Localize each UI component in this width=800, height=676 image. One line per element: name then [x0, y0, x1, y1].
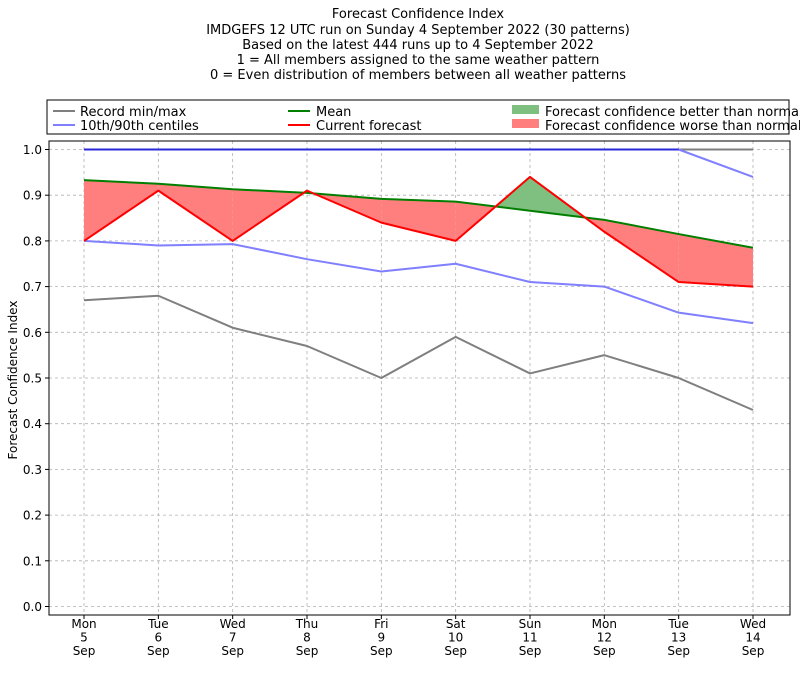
x-tick-label: 14: [745, 631, 760, 645]
x-tick-label: Mon: [592, 617, 617, 631]
x-tick-label: 7: [229, 631, 237, 645]
fill-worse-than-normal: [84, 180, 159, 241]
legend-item-centiles: 10th/90th centiles: [53, 119, 199, 134]
legend-better-swatch: [512, 105, 539, 114]
x-tick-label: Sat: [446, 617, 466, 631]
fill-worse-than-normal: [678, 234, 753, 287]
x-tick-label: 8: [303, 631, 311, 645]
legend-mean-label: Mean: [316, 105, 351, 120]
title-line-2: IMDGEFS 12 UTC run on Sunday 4 September…: [206, 23, 630, 38]
y-tick-label: 0.9: [23, 189, 42, 203]
legend-frame: [46, 99, 790, 135]
legend-item-worse: Forecast confidence worse than normal: [512, 119, 800, 134]
fill-worse-than-normal: [381, 198, 456, 241]
x-tick-label: Sep: [147, 644, 170, 658]
legend-item-mean: Mean: [288, 105, 351, 120]
y-tick-label: 0.1: [23, 554, 42, 568]
legend-item-record-minmax: Record min/max: [53, 105, 187, 120]
y-tick-label: 0.7: [23, 280, 42, 294]
x-tick-label: Sep: [73, 644, 96, 658]
series-lines: [83, 148, 754, 411]
x-tick-label: Tue: [147, 617, 169, 631]
x-tick-label: 9: [378, 631, 386, 645]
x-tick-label: Sep: [593, 644, 616, 658]
fill-worse-than-normal: [604, 219, 679, 283]
x-tick-label: Sep: [667, 644, 690, 658]
legend-item-current: Current forecast: [288, 119, 422, 134]
x-tick-label: Sun: [519, 617, 542, 631]
title-line-5: 0 = Even distribution of members between…: [210, 68, 626, 83]
series-line-current-forecast: [83, 175, 754, 288]
x-tick-label: 13: [671, 631, 686, 645]
x-tick-label: 12: [597, 631, 612, 645]
series-line-90th-centile: [84, 148, 754, 178]
chart-title: Forecast Confidence Index IMDGEFS 12 UTC…: [206, 7, 630, 83]
y-tick-label: 0.3: [23, 463, 42, 477]
y-tick-label: 0.0: [23, 600, 42, 614]
x-tick-label: 5: [80, 631, 88, 645]
y-tick-label: 0.6: [23, 326, 42, 340]
x-axis-ticks: Mon5SepTue6SepWed7SepThu8SepFri9SepSat10…: [71, 615, 766, 658]
x-tick-label: 11: [522, 631, 537, 645]
y-axis-label: Forecast Confidence Index: [6, 301, 20, 460]
x-tick-label: Fri: [374, 617, 388, 631]
legend-worse-label: Forecast confidence worse than normal: [545, 119, 800, 134]
legend-record-label: Record min/max: [80, 105, 187, 120]
legend-better-label: Forecast confidence better than normal: [545, 105, 800, 120]
x-tick-label: Wed: [220, 617, 246, 631]
x-tick-label: Sep: [444, 644, 467, 658]
legend-current-label: Current forecast: [316, 119, 422, 134]
fill-worse-than-normal: [158, 183, 233, 241]
title-line-3: Based on the latest 444 runs up to 4 Sep…: [242, 38, 593, 53]
x-tick-label: Sep: [742, 644, 765, 658]
x-tick-label: Wed: [740, 617, 766, 631]
legend-centiles-label: 10th/90th centiles: [80, 119, 199, 134]
x-tick-label: Sep: [519, 644, 542, 658]
y-tick-label: 0.5: [23, 372, 42, 386]
legend-worse-swatch: [512, 119, 539, 128]
legend: Record min/max 10th/90th centiles Mean C…: [46, 99, 800, 135]
series-line-10th-centile: [83, 239, 754, 325]
x-tick-label: Sep: [296, 644, 319, 658]
legend-item-better: Forecast confidence better than normal: [512, 105, 800, 120]
y-axis-ticks: 0.0 0.1 0.2 0.3 0.4 0.5 0.6 0.7 0.8 0.9 1.0: [23, 143, 49, 614]
y-tick-label: 1.0: [23, 143, 42, 157]
x-tick-label: Sep: [221, 644, 244, 658]
title-line-1: Forecast Confidence Index: [332, 7, 504, 22]
confidence-fills: [84, 176, 753, 287]
y-tick-label: 0.8: [23, 234, 42, 248]
x-tick-label: Tue: [667, 617, 689, 631]
x-tick-label: Thu: [295, 617, 319, 631]
x-tick-label: 10: [448, 631, 463, 645]
x-tick-label: 6: [155, 631, 163, 645]
y-tick-label: 0.4: [23, 417, 42, 431]
y-tick-label: 0.2: [23, 509, 42, 523]
series-line-record-min: [83, 294, 754, 411]
series-line-mean: [83, 179, 754, 249]
title-line-4: 1 = All members assigned to the same wea…: [237, 53, 600, 68]
x-tick-label: Sep: [370, 644, 393, 658]
x-tick-label: Mon: [71, 617, 96, 631]
